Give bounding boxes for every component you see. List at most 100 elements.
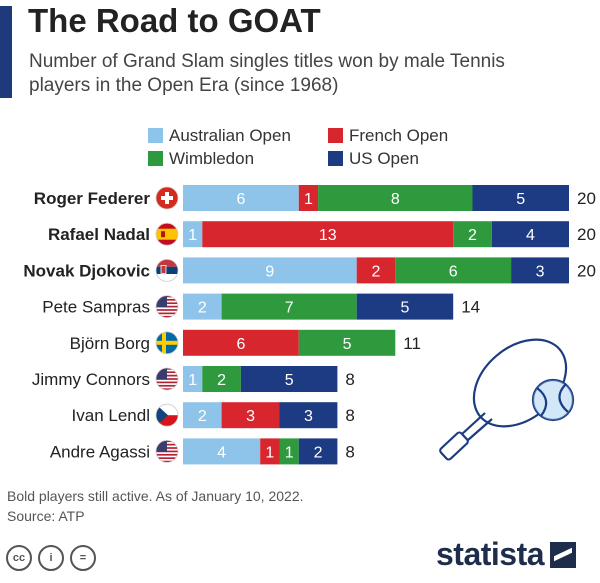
legend-item-australian-open: Australian Open	[148, 125, 328, 146]
segment-value-label: 5	[400, 300, 409, 317]
segment-value-label: 2	[468, 227, 477, 244]
segment-value-label: 6	[236, 191, 245, 208]
segment-value-label: 2	[372, 263, 381, 280]
bar-segment	[395, 257, 512, 284]
total-value-label: 11	[403, 334, 421, 353]
footnote-status: Bold players still active. As of January…	[7, 488, 304, 504]
sweden-flag-icon	[155, 331, 179, 355]
segment-value-label: 5	[343, 336, 352, 353]
total-value-label: 20	[577, 261, 596, 280]
creative-commons-icon[interactable]: cc	[6, 545, 32, 571]
bar-segment	[511, 257, 569, 284]
bar-segment	[183, 438, 261, 465]
player-label: Andre Agassi	[50, 442, 150, 461]
segment-value-label: 1	[304, 191, 313, 208]
total-value-label: 20	[577, 189, 596, 208]
statista-logo-icon	[550, 541, 577, 568]
total-value-label: 14	[461, 298, 480, 317]
bar-segment	[298, 329, 396, 356]
legend-label: French Open	[349, 125, 449, 145]
no-derivatives-icon[interactable]: =	[70, 545, 96, 571]
chart-title: The Road to GOAT	[28, 2, 321, 39]
bar-segment	[260, 438, 280, 465]
spain-flag-icon	[155, 222, 179, 246]
bar-segment	[472, 185, 569, 211]
legend-label: Australian Open	[169, 125, 291, 145]
legend-label: Wimbledon	[169, 148, 255, 168]
bar-segment	[183, 221, 203, 248]
legend-swatch	[148, 151, 163, 166]
bar-row: Björn Borg 6 5 11	[70, 329, 421, 356]
attribution-icon[interactable]: i	[38, 545, 64, 571]
segment-value-label: 8	[391, 191, 400, 208]
license-icons: cc i =	[6, 545, 96, 571]
bar-segment	[279, 438, 299, 465]
segment-value-label: 5	[285, 372, 294, 389]
title-accent-bar	[0, 6, 12, 98]
player-label: Novak Djokovic	[23, 261, 150, 280]
segment-value-label: 2	[198, 408, 207, 425]
segment-value-label: 5	[516, 191, 525, 208]
legend: Australian Open French Open Wimbledon US…	[148, 125, 488, 169]
segment-value-label: 9	[265, 263, 274, 280]
total-value-label: 8	[345, 370, 354, 389]
usa-flag-icon	[155, 295, 179, 319]
bar-segment	[183, 257, 357, 284]
segment-value-label: 3	[536, 263, 545, 280]
bar-segment	[183, 293, 222, 320]
segment-value-label: 13	[319, 227, 337, 244]
bar-segment	[221, 402, 280, 429]
segment-value-label: 3	[246, 408, 255, 425]
bar-row: Andre Agassi 4 1 1 2 8	[50, 438, 355, 465]
player-label: Pete Sampras	[42, 298, 150, 317]
segment-value-label: 1	[265, 444, 274, 461]
bar-row: Rafael Nadal 1 13 2 4 20	[48, 221, 596, 248]
total-value-label: 8	[345, 406, 354, 425]
segment-value-label: 6	[449, 263, 458, 280]
segment-value-label: 7	[285, 300, 294, 317]
bar-segment	[240, 366, 338, 392]
segment-value-label: 2	[198, 300, 207, 317]
player-label: Rafael Nadal	[48, 225, 150, 244]
bar-segment	[279, 402, 338, 429]
player-label: Ivan Lendl	[72, 406, 150, 425]
bar-segment	[183, 402, 222, 429]
bar-segment	[202, 366, 241, 392]
bar-segment	[356, 293, 454, 320]
legend-label: US Open	[349, 148, 419, 168]
legend-item-wimbledon: Wimbledon	[148, 148, 328, 169]
bar-segment	[318, 185, 473, 211]
statista-logo[interactable]: statista	[436, 536, 577, 573]
legend-item-us-open: US Open	[328, 148, 488, 169]
footnote: Bold players still active. As of January…	[7, 486, 304, 526]
usa-flag-icon	[155, 367, 179, 391]
bar-segment	[491, 221, 569, 248]
legend-swatch	[148, 128, 163, 143]
total-value-label: 8	[345, 442, 354, 461]
segment-value-label: 3	[304, 408, 313, 425]
tennis-ball-icon	[531, 378, 575, 422]
czech-flag-icon	[155, 403, 179, 427]
total-value-label: 20	[577, 225, 596, 244]
player-label: Jimmy Connors	[32, 370, 150, 389]
legend-swatch	[328, 128, 343, 143]
bar-row: Jimmy Connors 1 2 5 8	[32, 366, 355, 392]
segment-value-label: 2	[314, 444, 323, 461]
player-label: Björn Borg	[70, 334, 150, 353]
bar-segment	[221, 293, 357, 320]
footnote-source: Source: ATP	[7, 508, 85, 524]
switzerland-flag-icon	[155, 186, 179, 210]
segment-value-label: 1	[285, 444, 294, 461]
bar-segment	[183, 185, 299, 211]
segment-value-label: 2	[217, 372, 226, 389]
bar-row: Pete Sampras 2 7 5 14	[42, 293, 480, 320]
bar-segment	[183, 329, 299, 356]
segment-value-label: 1	[188, 227, 197, 244]
bar-row: Ivan Lendl 2 3 3 8	[72, 402, 355, 429]
segment-value-label: 1	[188, 372, 197, 389]
bar-segment	[202, 221, 454, 248]
bar-segment	[183, 366, 203, 392]
player-label: Roger Federer	[34, 189, 151, 208]
chart-subtitle: Number of Grand Slam singles titles won …	[29, 51, 505, 96]
